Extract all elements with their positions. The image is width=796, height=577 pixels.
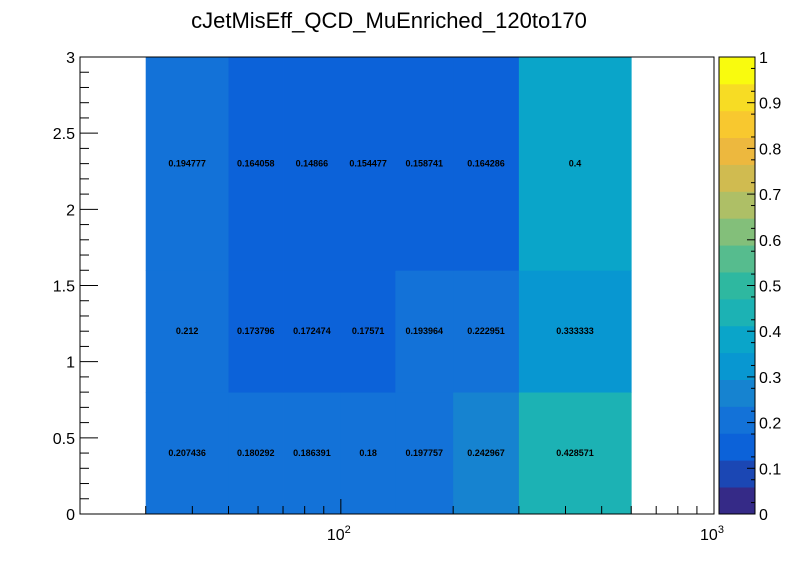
cell-value-label: 0.158741 bbox=[405, 159, 443, 169]
cell-value-label: 0.4 bbox=[569, 159, 582, 169]
colorbar-swatch bbox=[719, 218, 755, 246]
cell-value-label: 0.18 bbox=[359, 448, 377, 458]
colorbar-swatch bbox=[719, 487, 755, 515]
heatmap-cell bbox=[228, 57, 284, 271]
cell-value-label: 0.180292 bbox=[237, 448, 275, 458]
y-tick-label: 1 bbox=[66, 355, 75, 372]
heatmap-cell bbox=[145, 270, 229, 393]
colorbar-tick-label: 0.8 bbox=[759, 141, 781, 158]
cell-value-label: 0.428571 bbox=[556, 448, 594, 458]
colorbar-tick-label: 0.9 bbox=[759, 96, 781, 113]
colorbar-swatch bbox=[719, 245, 755, 273]
cell-value-label: 0.164286 bbox=[467, 159, 505, 169]
y-tick-label: 1.5 bbox=[53, 279, 75, 296]
cell-value-label: 0.17571 bbox=[352, 326, 385, 336]
x-tick-label: 102 bbox=[327, 524, 351, 544]
x-tick-label-base: 10 bbox=[700, 527, 718, 544]
colorbar-swatch bbox=[719, 164, 755, 192]
y-axis: 0 0.5 1 1.5 2 2.5 3 bbox=[53, 50, 98, 524]
colorbar-tick-label: 0.4 bbox=[759, 324, 781, 341]
x-axis: 102 103 bbox=[79, 499, 724, 544]
colorbar-swatch bbox=[719, 460, 755, 488]
cell-value-label: 0.194777 bbox=[168, 159, 206, 169]
heatmap-cell bbox=[395, 392, 454, 515]
heatmap-cell bbox=[518, 270, 632, 393]
cell-value-label: 0.173796 bbox=[237, 326, 275, 336]
heatmap-cell bbox=[145, 57, 229, 271]
x-tick-label-exponent: 2 bbox=[345, 524, 351, 536]
colorbar-swatch bbox=[719, 352, 755, 380]
heatmap-cell bbox=[340, 392, 396, 515]
heatmap-cell bbox=[453, 392, 520, 515]
heatmap-cell bbox=[145, 392, 229, 515]
heatmap-cells bbox=[145, 57, 632, 515]
cell-value-labels: 0.207436 0.180292 0.186391 0.18 0.197757 0.24… bbox=[168, 159, 593, 458]
chart-title: cJetMisEff_QCD_MuEnriched_120to170 bbox=[191, 8, 587, 33]
x-tick-label-base: 10 bbox=[327, 527, 345, 544]
colorbar-tick-label: 0.5 bbox=[759, 279, 781, 296]
cell-value-label: 0.207436 bbox=[168, 448, 206, 458]
colorbar-swatch bbox=[719, 57, 755, 85]
colorbar-swatch bbox=[719, 379, 755, 407]
heatmap-cell bbox=[340, 57, 396, 271]
color-bar: 0 0.1 0.2 0.3 0.4 0.5 0.6 0.7 0.8 0.9 1 bbox=[718, 50, 781, 524]
colorbar-tick-label: 0.6 bbox=[759, 233, 781, 250]
colorbar-swatch bbox=[719, 433, 755, 461]
heatmap-cell bbox=[283, 392, 342, 515]
colorbar-tick-label: 0.1 bbox=[759, 461, 781, 478]
heatmap-cell bbox=[518, 392, 632, 515]
colorbar-tick-label: 0.3 bbox=[759, 370, 781, 387]
colorbar-swatch bbox=[719, 406, 755, 434]
cell-value-label: 0.242967 bbox=[467, 448, 505, 458]
heatmap-cell bbox=[395, 270, 454, 393]
heatmap-cell bbox=[395, 57, 454, 271]
colorbar-swatch bbox=[719, 137, 755, 165]
heatmap-cell bbox=[228, 392, 284, 515]
y-tick-label: 0 bbox=[66, 507, 75, 524]
heatmap-cell bbox=[283, 57, 342, 271]
heatmap-cell bbox=[340, 270, 396, 393]
cell-value-label: 0.197757 bbox=[405, 448, 443, 458]
colorbar-swatch bbox=[719, 191, 755, 219]
heatmap-cell bbox=[453, 57, 520, 271]
cell-value-label: 0.333333 bbox=[556, 326, 594, 336]
heatmap-cell bbox=[283, 270, 342, 393]
cell-value-label: 0.172474 bbox=[293, 326, 331, 336]
cell-value-label: 0.164058 bbox=[237, 159, 275, 169]
y-tick-label: 2 bbox=[66, 202, 75, 219]
cell-value-label: 0.193964 bbox=[405, 326, 443, 336]
heatmap-cell bbox=[453, 270, 520, 393]
colorbar-swatch bbox=[719, 325, 755, 354]
colorbar-swatch bbox=[719, 83, 755, 112]
heatmap-cell bbox=[518, 57, 632, 271]
cell-value-label: 0.212 bbox=[176, 326, 199, 336]
colorbar-swatch bbox=[719, 298, 755, 327]
colorbar-swatch bbox=[719, 110, 755, 139]
cell-value-label: 0.186391 bbox=[293, 448, 331, 458]
y-tick-label: 0.5 bbox=[53, 431, 75, 448]
x-tick-label-exponent: 3 bbox=[718, 524, 724, 536]
colorbar-tick-label: 1 bbox=[759, 50, 768, 67]
colorbar-tick-label: 0 bbox=[759, 507, 768, 524]
colorbar-tick-label: 0.7 bbox=[759, 187, 781, 204]
y-tick-label: 3 bbox=[66, 50, 75, 67]
x-tick-label: 103 bbox=[700, 524, 724, 544]
cell-value-label: 0.222951 bbox=[467, 326, 505, 336]
cell-value-label: 0.14866 bbox=[296, 159, 329, 169]
cell-value-label: 0.154477 bbox=[349, 159, 387, 169]
y-tick-label: 2.5 bbox=[53, 126, 75, 143]
colorbar-tick-label: 0.2 bbox=[759, 416, 781, 433]
heatmap-cell bbox=[228, 270, 284, 393]
